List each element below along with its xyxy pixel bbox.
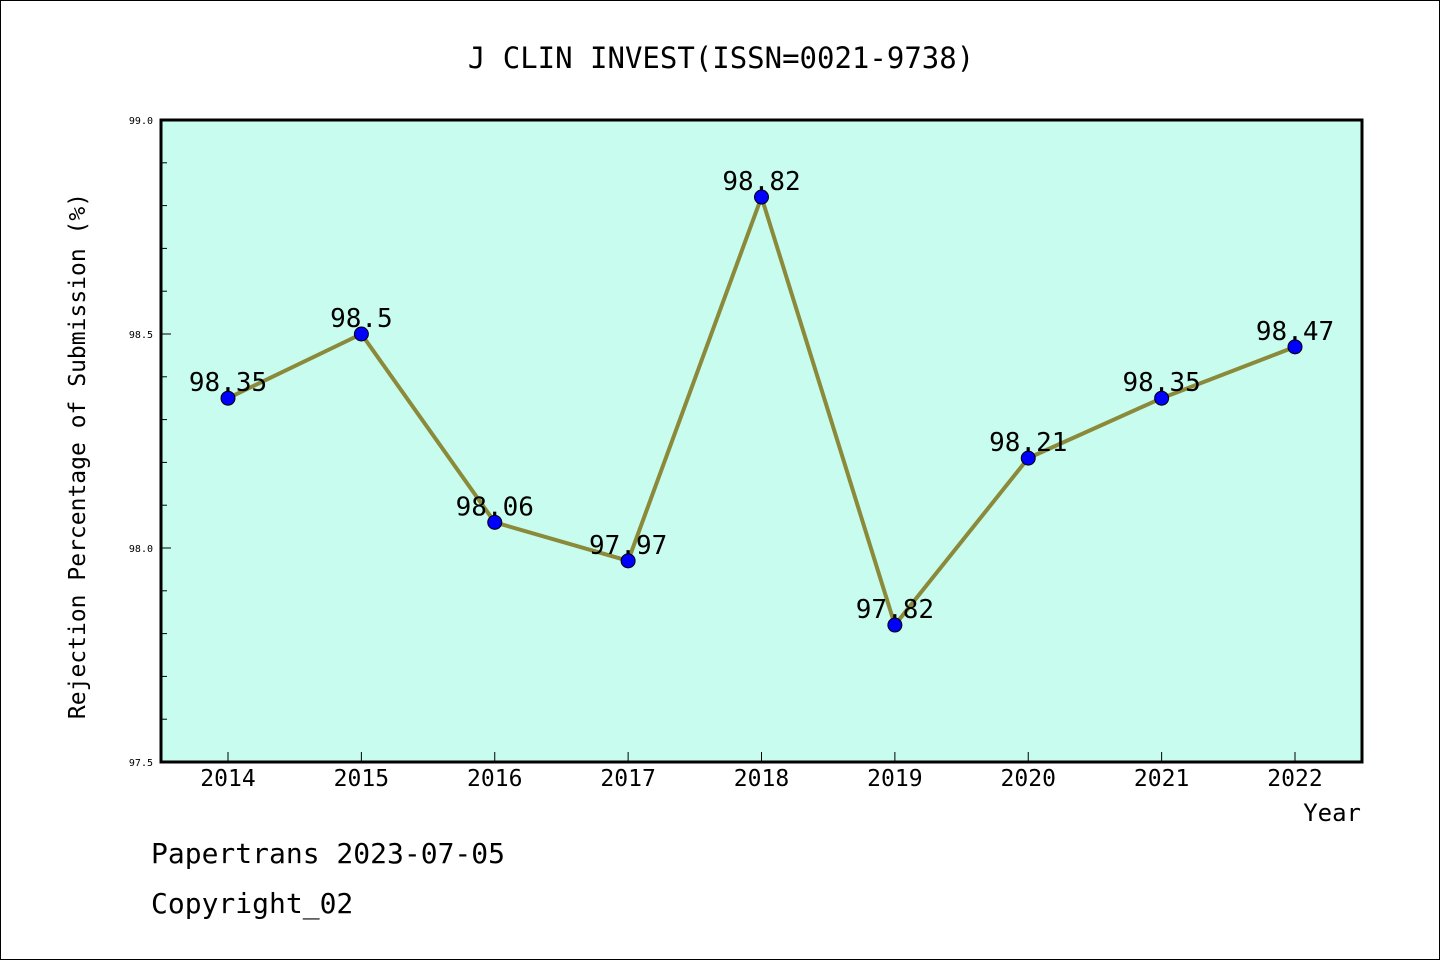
y-axis-label: Rejection Percentage of Submission (%) (65, 193, 91, 719)
chart-title: J CLIN INVEST(ISSN=0021-9738) (468, 41, 974, 75)
data-label: 98.82 (722, 167, 800, 197)
data-label: 98.06 (456, 492, 534, 522)
data-label: 97.97 (589, 531, 667, 561)
data-point (220, 390, 236, 406)
x-tick-label: 2019 (867, 766, 922, 792)
data-point (487, 514, 503, 530)
data-label: 98.47 (1256, 317, 1334, 347)
series-markers (220, 189, 1303, 633)
data-point (887, 617, 903, 633)
data-point (1020, 450, 1036, 466)
data-labels: 98.35 98.5 98.06 97.97 98.82 97.82 98.21 98.35 9… (189, 167, 1334, 625)
axis-ticks: 97.5 98.0 98.5 99.0 2014 2015 2016 2017 2018 2019… (129, 116, 1323, 792)
data-label: 97.82 (856, 595, 934, 625)
x-tick-label: 2015 (334, 766, 389, 792)
x-tick-label: 2014 (200, 766, 255, 792)
x-axis-label: Year (1303, 799, 1361, 827)
plot-area (161, 120, 1362, 762)
x-tick-label: 2017 (600, 766, 655, 792)
data-label: 98.35 (1122, 368, 1200, 398)
data-label: 98.35 (189, 368, 267, 398)
data-point (620, 553, 636, 569)
data-point (754, 189, 769, 205)
data-point (1287, 339, 1303, 355)
y-tick-label: 98.5 (129, 330, 153, 341)
footer-source-date: Papertrans 2023-07-05 (151, 837, 506, 870)
plot-border (159, 118, 1364, 764)
x-tick-label: 2021 (1134, 766, 1189, 792)
x-tick-label: 2018 (734, 766, 789, 792)
x-tick-label: 2020 (1001, 766, 1056, 792)
y-tick-label: 98.0 (129, 544, 153, 555)
data-point (1154, 390, 1170, 406)
data-label: 98.21 (989, 428, 1067, 458)
y-tick-label: 99.0 (129, 116, 153, 127)
data-point (353, 326, 369, 342)
footer-copyright: Copyright_02 (151, 887, 354, 920)
x-tick-label: 2016 (467, 766, 522, 792)
x-tick-label: 2022 (1267, 766, 1322, 792)
y-tick-label: 97.5 (129, 758, 153, 769)
data-label: 98.5 (330, 304, 393, 334)
